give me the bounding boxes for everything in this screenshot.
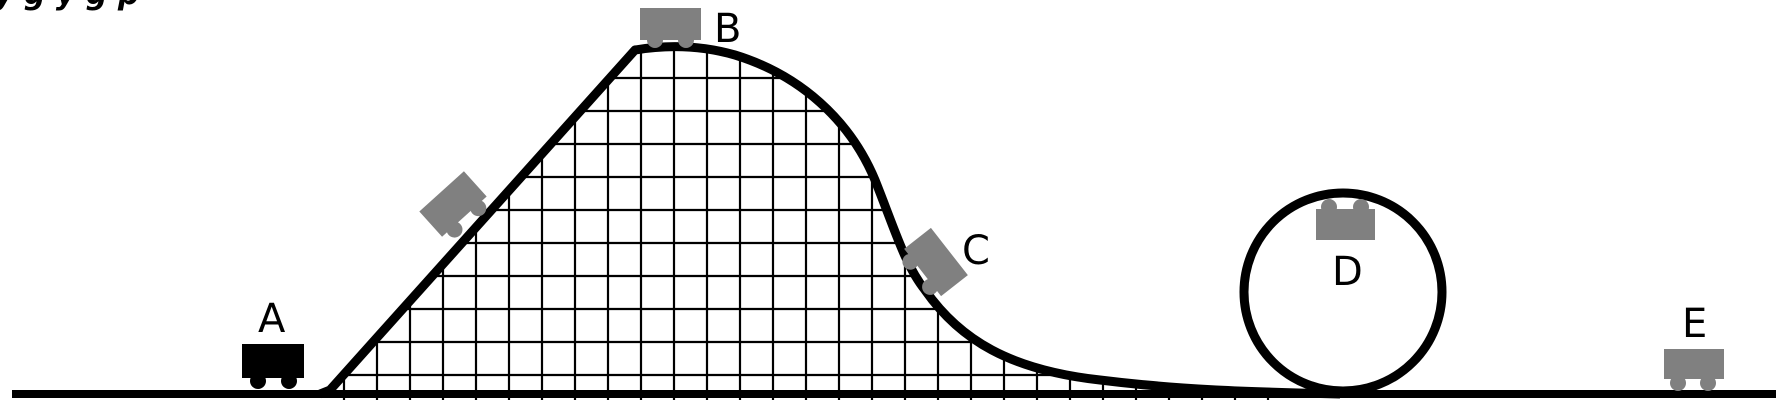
cart-b [640,8,701,48]
cart-d [1316,199,1375,240]
cart-e [1664,349,1724,391]
cart-c [902,227,968,297]
label-a: A [258,296,286,342]
loop-track [1239,188,1447,396]
caption-fragment: y g y g p [0,0,139,12]
cart-a [242,344,304,389]
label-c: C [962,228,990,274]
label-d: D [1332,249,1363,295]
cart-incline [419,171,487,238]
label-e: E [1682,301,1707,347]
label-b: B [714,6,741,52]
